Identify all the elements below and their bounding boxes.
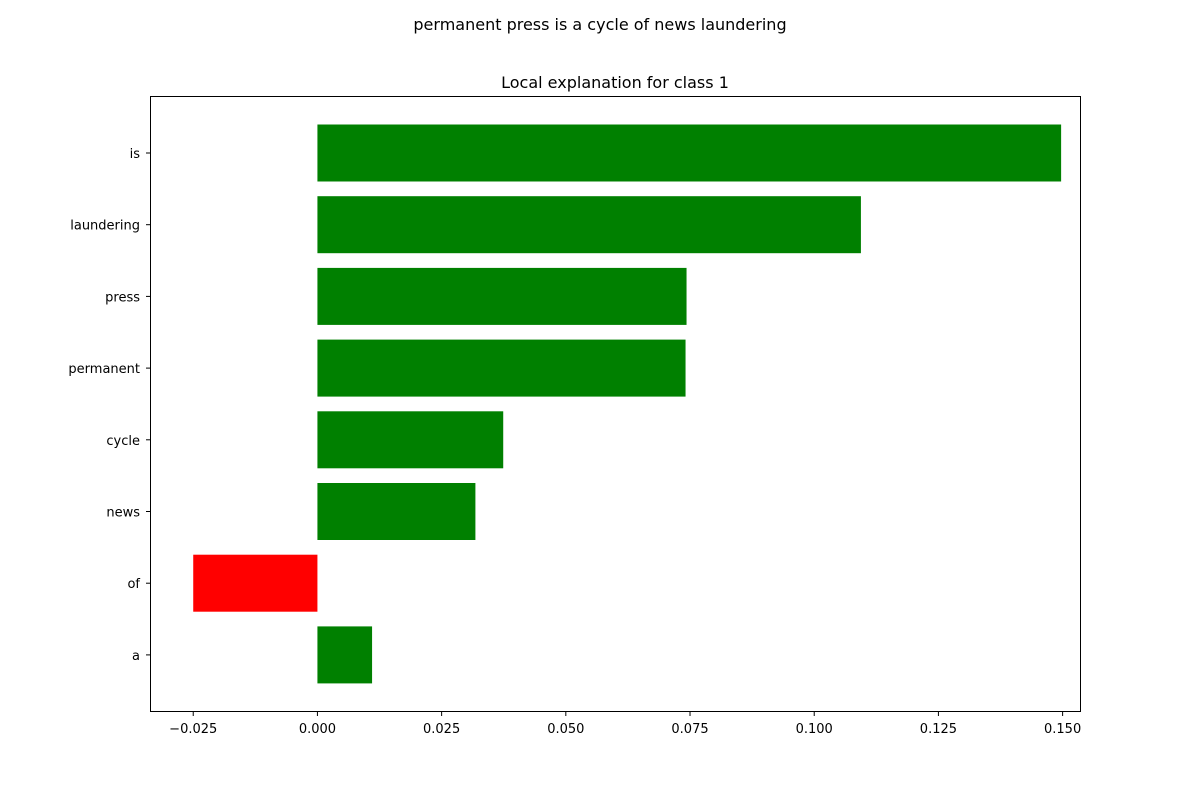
bar-press [317, 267, 687, 325]
bar-permanent [317, 339, 686, 397]
y-axis: is laundering press permanent cycle news of a [68, 147, 151, 664]
x-tick-label: 0.125 [920, 722, 957, 737]
y-tick-label: news [106, 506, 140, 521]
x-tick-label: 0.050 [547, 722, 584, 737]
x-tick-label: 0.150 [1044, 722, 1081, 737]
x-tick-label: 0.100 [796, 722, 833, 737]
bar-is [317, 124, 1062, 182]
y-tick-label: press [105, 290, 140, 305]
plot-area-frame [150, 96, 1081, 712]
bar-cycle [317, 411, 504, 469]
bar-of [193, 554, 318, 612]
x-tick-label: 0.075 [671, 722, 708, 737]
y-tick-label: a [132, 649, 140, 664]
x-tick-label: −0.025 [169, 722, 217, 737]
y-tick-label: laundering [70, 219, 140, 234]
x-tick-label: 0.025 [423, 722, 460, 737]
bar-news [317, 483, 476, 540]
figure-suptitle: permanent press is a cycle of news laund… [413, 15, 786, 34]
y-tick-label: cycle [106, 434, 140, 449]
bar-laundering [317, 196, 861, 254]
y-tick-label: is [130, 147, 141, 162]
bar-a [317, 626, 373, 684]
x-tick-label: 0.000 [299, 722, 336, 737]
y-tick-label: of [127, 577, 140, 592]
y-tick-label: permanent [68, 362, 140, 377]
bars-group [193, 124, 1062, 684]
chart-title: Local explanation for class 1 [501, 73, 729, 92]
x-axis: −0.025 0.000 0.025 0.050 0.075 0.100 0.125 0.15… [169, 711, 1081, 737]
